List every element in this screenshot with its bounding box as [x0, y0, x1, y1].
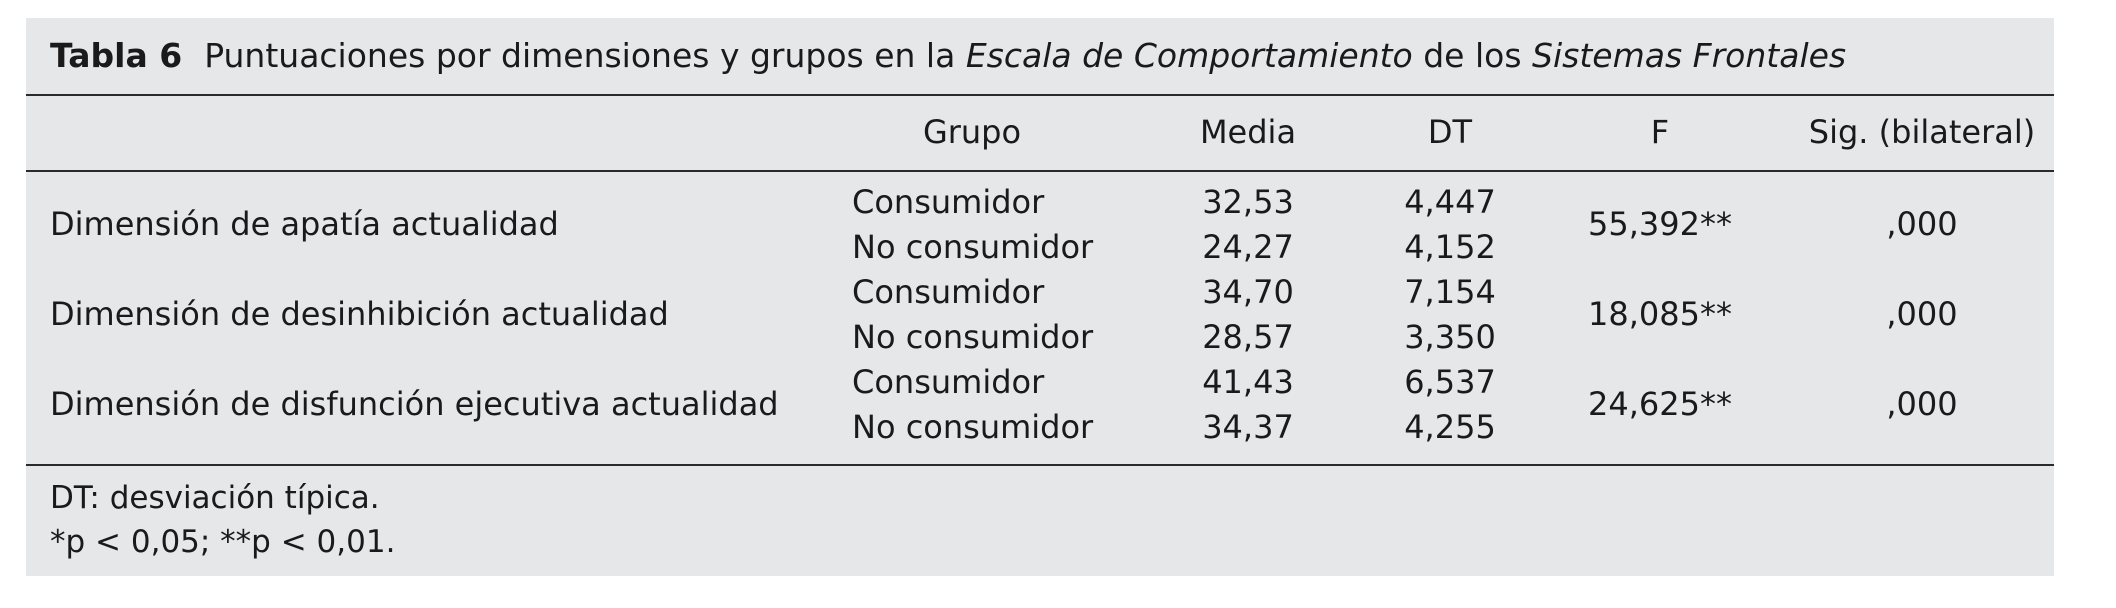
header-rule: [26, 170, 2054, 172]
row-2-dt-2: 3,350: [1404, 318, 1496, 356]
row-1-f: 55,392**: [1588, 205, 1732, 243]
table-label: Tabla 6: [50, 36, 183, 75]
table-panel: Tabla 6 Puntuaciones por dimensiones y gr…: [26, 18, 2054, 576]
row-2-dt-1: 7,154: [1404, 273, 1496, 311]
row-2-group-2: No consumidor: [852, 318, 1094, 356]
header-f: F: [1650, 113, 1670, 151]
row-1-dt-2: 4,152: [1404, 228, 1496, 266]
header-grupo: Grupo: [922, 113, 1022, 151]
row-2-group-1: Consumidor: [852, 273, 1045, 311]
header-media: Media: [1199, 113, 1297, 151]
header-sig: Sig. (bilateral): [1808, 113, 2036, 151]
row-3-sig: ,000: [1886, 385, 1958, 423]
row-2-sig: ,000: [1886, 295, 1958, 333]
caption-text-1: Puntuaciones por dimensiones y grupos en…: [204, 36, 966, 75]
row-1-group-2: No consumidor: [852, 228, 1094, 266]
row-2-media-1: 34,70: [1202, 273, 1294, 311]
footnote-dt: DT: desviación típica.: [50, 480, 380, 516]
row-3-dimension: Dimensión de disfunción ejecutiva actual…: [50, 385, 779, 423]
row-3-dt-2: 4,255: [1404, 408, 1496, 446]
top-rule: [26, 94, 2054, 96]
footnote-significance: *p < 0,05; **p < 0,01.: [50, 524, 396, 560]
row-1-dt-1: 4,447: [1404, 183, 1496, 221]
row-1-sig: ,000: [1886, 205, 1958, 243]
row-3-dt-1: 6,537: [1404, 363, 1496, 401]
row-3-media-2: 34,37: [1202, 408, 1294, 446]
caption-italic-2: Sistemas Frontales: [1532, 36, 1847, 75]
row-2-media-2: 28,57: [1202, 318, 1294, 356]
row-3-group-2: No consumidor: [852, 408, 1094, 446]
row-2-dimension: Dimensión de desinhibición actualidad: [50, 295, 669, 333]
row-2-f: 18,085**: [1588, 295, 1732, 333]
row-1-media-2: 24,27: [1202, 228, 1294, 266]
row-3-media-1: 41,43: [1202, 363, 1294, 401]
bottom-rule: [26, 464, 2054, 466]
caption-text-2: de los: [1412, 36, 1533, 75]
header-dt: DT: [1427, 113, 1473, 151]
row-1-media-1: 32,53: [1202, 183, 1294, 221]
table-caption: Tabla 6 Puntuaciones por dimensiones y gr…: [50, 34, 1846, 78]
row-3-group-1: Consumidor: [852, 363, 1045, 401]
row-1-dimension: Dimensión de apatía actualidad: [50, 205, 559, 243]
row-3-f: 24,625**: [1588, 385, 1732, 423]
caption-italic-1: Escala de Comportamiento: [965, 36, 1413, 75]
row-1-group-1: Consumidor: [852, 183, 1045, 221]
